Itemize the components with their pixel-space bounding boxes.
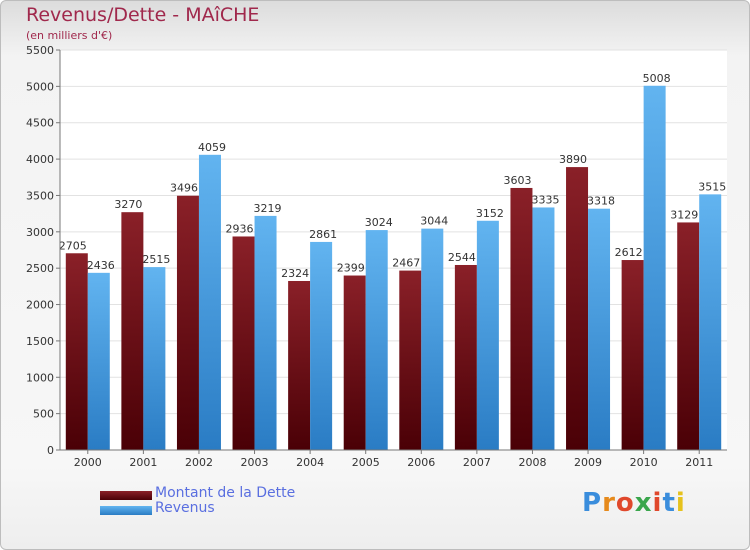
plot-area (60, 50, 727, 450)
y-tick-label: 3500 (26, 189, 54, 202)
bar-revenus-2009 (588, 208, 611, 450)
x-tick-label: 2009 (574, 456, 602, 469)
logo-letter: P (582, 488, 603, 518)
bars (65, 85, 722, 451)
data-label-debt-2007: 2544 (448, 251, 476, 264)
bar-revenus-2003 (254, 215, 277, 450)
data-label-debt-2009: 3890 (559, 153, 587, 166)
bar-revenus-2004 (310, 241, 333, 450)
y-tick-label: 2500 (26, 262, 54, 275)
bar-revenus-2001 (143, 267, 166, 450)
bar-revenus-2008 (532, 207, 555, 450)
chart-subtitle: (en milliers d'€) (26, 29, 113, 42)
data-label-revenus-2005: 3024 (365, 216, 393, 229)
legend-swatch-debt (100, 491, 152, 500)
bar-revenus-2000 (87, 272, 110, 450)
logo-letter: o (615, 488, 635, 518)
logo-letter: r (602, 488, 616, 518)
y-tick-label: 3000 (26, 226, 54, 239)
bar-revenus-2011 (699, 194, 722, 450)
logo-letter: i (652, 488, 663, 518)
proxiti-logo: Proxiti (582, 488, 686, 518)
y-tick-label: 5500 (26, 44, 54, 57)
bar-debt-2001 (121, 212, 144, 450)
bar-debt-2011 (677, 222, 700, 450)
bar-debt-2006 (399, 270, 422, 450)
x-tick-label: 2007 (463, 456, 491, 469)
x-tick-label: 2004 (296, 456, 324, 469)
chart-title: Revenus/Dette - MAîCHE (26, 4, 260, 26)
x-tick-label: 2002 (185, 456, 213, 469)
y-axis: 0 500 1000 1500 2000 2500 3000 3500 4000 4500 5000… (26, 44, 61, 457)
data-label-debt-2008: 3603 (503, 174, 531, 187)
legend-label-revenus: Revenus (155, 500, 215, 516)
bar-debt-2008 (510, 187, 533, 451)
data-label-revenus-2002: 4059 (198, 141, 226, 154)
logo-letter: i (675, 488, 686, 518)
bar-debt-2005 (343, 275, 366, 450)
data-label-revenus-2009: 3318 (587, 195, 615, 208)
bar-debt-2003 (232, 236, 255, 450)
data-label-revenus-2001: 2515 (142, 253, 170, 266)
x-tick-label: 2001 (129, 456, 157, 469)
y-tick-label: 500 (33, 408, 54, 421)
x-axis: 2000 2001 2002 2003 2004 2005 2006 2007 2008 2009… (60, 449, 727, 469)
bar-debt-2004 (288, 280, 311, 450)
y-tick-label: 1500 (26, 335, 54, 348)
x-tick-label: 2010 (630, 456, 658, 469)
legend-swatch-revenus (100, 506, 152, 515)
y-tick-label: 4500 (26, 117, 54, 130)
y-tick-label: 1000 (26, 371, 54, 384)
data-label-debt-2002: 3496 (170, 182, 198, 195)
data-label-revenus-2010: 5008 (643, 72, 671, 85)
data-label-debt-2006: 2467 (392, 257, 420, 270)
data-label-revenus-2008: 3335 (531, 193, 559, 206)
data-label-revenus-2004: 2861 (309, 228, 337, 241)
bar-debt-2007 (454, 264, 477, 450)
logo-letter: x (634, 488, 653, 518)
data-label-revenus-2007: 3152 (476, 207, 504, 220)
data-label-revenus-2003: 3219 (254, 202, 282, 215)
y-tick-label: 2000 (26, 299, 54, 312)
bar-debt-2010 (621, 260, 644, 450)
bar-debt-2009 (566, 167, 589, 450)
data-label-debt-2003: 2936 (226, 222, 254, 235)
x-tick-label: 2008 (518, 456, 546, 469)
x-tick-label: 2003 (241, 456, 269, 469)
y-tick-label: 0 (47, 444, 54, 457)
x-tick-label: 2005 (352, 456, 380, 469)
legend-label-debt: Montant de la Dette (155, 485, 296, 501)
bar-debt-2000 (65, 253, 88, 450)
data-label-debt-2001: 3270 (114, 198, 142, 211)
data-label-debt-2000: 2705 (59, 239, 87, 252)
bar-revenus-2006 (421, 228, 444, 450)
bar-revenus-2010 (643, 85, 666, 451)
x-tick-label: 2000 (74, 456, 102, 469)
bar-revenus-2005 (365, 230, 388, 450)
x-tick-label: 2006 (407, 456, 435, 469)
data-label-revenus-2011: 3515 (698, 180, 726, 193)
bar-revenus-2007 (476, 220, 499, 450)
data-label-revenus-2000: 2436 (87, 259, 115, 272)
logo-letter: t (662, 488, 676, 518)
x-tick-label: 2011 (685, 456, 713, 469)
y-tick-label: 5000 (26, 80, 54, 93)
data-label-debt-2004: 2324 (281, 267, 309, 280)
data-label-debt-2010: 2612 (615, 246, 643, 259)
data-label-revenus-2006: 3044 (420, 215, 448, 228)
data-label-debt-2005: 2399 (337, 262, 365, 275)
bar-debt-2002 (176, 195, 199, 450)
y-tick-label: 4000 (26, 153, 54, 166)
bar-revenus-2002 (198, 154, 221, 451)
data-label-debt-2011: 3129 (670, 208, 698, 221)
